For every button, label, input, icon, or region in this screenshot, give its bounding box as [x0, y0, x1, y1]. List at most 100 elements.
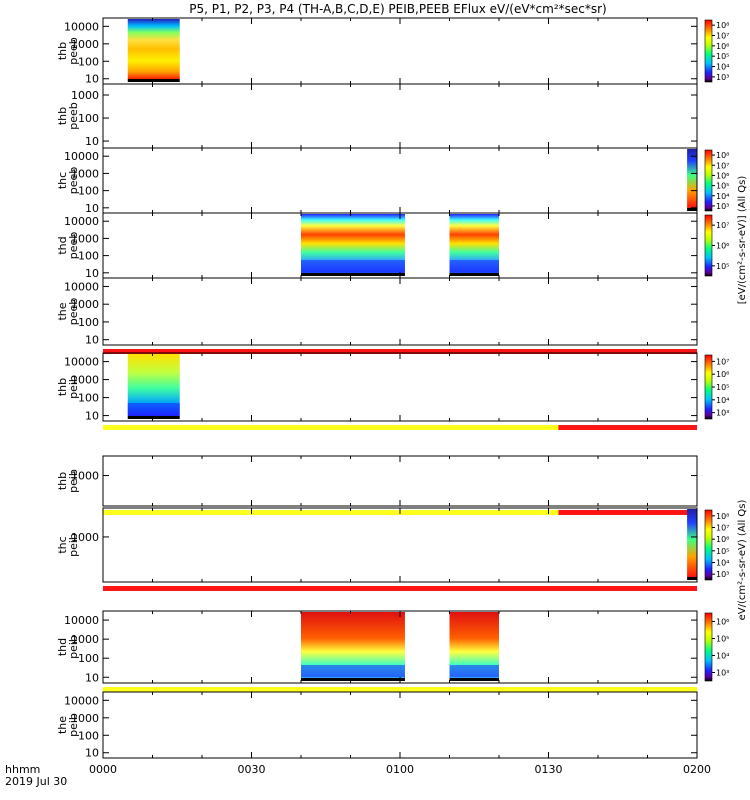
spectrogram-bottom-trace: [449, 273, 499, 276]
y-tick-label: 10000: [64, 215, 99, 228]
colorbar-tick-label: 10⁴: [716, 396, 729, 405]
y-tick-label: 100: [78, 55, 99, 68]
colorbar: [704, 354, 713, 420]
y-tick-label: 10: [85, 671, 99, 684]
y-tick-label: 10: [85, 747, 99, 760]
panel-label-line: thc: [56, 172, 69, 189]
y-tick-label: 10: [85, 334, 99, 347]
panel-label-line: thb: [56, 472, 69, 490]
y-tick-label: 10: [85, 135, 99, 148]
colorbar-tick-label: 10⁸: [716, 151, 729, 160]
spectrogram-bottom-trace: [127, 79, 180, 82]
spectrogram-low-energy-band: [449, 260, 499, 272]
panel-label-line: peeb: [67, 232, 80, 260]
y-tick-label: 1000: [71, 232, 99, 245]
y-tick-label: 100: [78, 392, 99, 405]
colorbar-tick-label: 10³: [716, 570, 729, 579]
spectrogram-low-energy-band: [127, 403, 180, 415]
y-tick-label: 100: [78, 250, 99, 263]
y-tick-label: 10000: [64, 150, 99, 163]
panel-label-line: peib: [67, 635, 80, 659]
y-tick-label: 1000: [71, 374, 99, 387]
y-tick-label: 100: [78, 316, 99, 329]
y-tick-label: 1000: [71, 167, 99, 180]
panel-frame: [102, 691, 698, 759]
y-tick-label: 100: [78, 112, 99, 125]
spectrogram-bottom-trace: [301, 678, 405, 681]
y-tick-label: 100: [78, 185, 99, 198]
colorbar-tick-label: 10⁷: [716, 32, 729, 41]
y-tick-label: 10: [85, 73, 99, 86]
figure-title: P5, P1, P2, P3, P4 (TH-A,B,C,D,E) PEIB,P…: [189, 2, 606, 16]
spectrogram-block: [127, 19, 180, 79]
panel-label-line: the: [56, 716, 69, 734]
y-tick-label: 10000: [64, 280, 99, 293]
panel-frame: [102, 507, 698, 583]
colorbar-tick-label: 10⁴: [716, 559, 729, 568]
colorbar: [704, 509, 713, 581]
panel-frame: [102, 352, 698, 422]
colorbar: [704, 612, 713, 682]
colorbar-tick-label: 10³: [716, 669, 729, 678]
panel-label-line: peeb: [67, 102, 80, 130]
colorbar-tick-label: 10⁶: [716, 242, 729, 251]
x-tick-label: 0000: [89, 763, 117, 776]
y-tick-label: 1000: [71, 712, 99, 725]
colorbar-tick-label: 10⁴: [716, 652, 729, 661]
y-tick-label: 10000: [64, 20, 99, 33]
panel-frame: [102, 83, 698, 149]
panel-label-line: peeb: [67, 37, 80, 65]
colorbar-tick-label: 10⁶: [716, 171, 729, 180]
panel-label-line: thd: [56, 638, 69, 656]
colorbar-tick-label: 10⁶: [716, 535, 729, 544]
panel-frame: [102, 17, 698, 85]
y-tick-label: 10000: [64, 356, 99, 369]
spectrogram-block: [687, 149, 697, 208]
spectrogram-low-energy-band: [301, 260, 405, 272]
panel-label-line: thb: [56, 378, 69, 396]
y-tick-label: 10: [85, 410, 99, 423]
colorbar-tick-label: 10⁷: [716, 221, 729, 230]
y-tick-label: 100: [78, 652, 99, 665]
y-tick-label: 10: [85, 202, 99, 215]
panel-label-line: peib: [67, 469, 80, 493]
panel-frame: [102, 455, 698, 507]
panel-label-line: peib: [67, 713, 80, 737]
colorbar-tick-label: 10⁵: [716, 547, 729, 556]
colorbar-tick-label: 10⁵: [716, 182, 729, 191]
colorbar-tick-label: 10⁴: [716, 63, 729, 72]
spectrogram-low-energy-band: [449, 665, 499, 677]
panel-label-line: thb: [56, 107, 69, 125]
y-tick-label: 10: [85, 267, 99, 280]
colorbar-tick-label: 10⁶: [716, 618, 729, 627]
colorbar: [704, 149, 713, 212]
colorbar-title-peeb-a: [eV/(cm²-s-sr-eV)] (All Qs): [737, 176, 748, 305]
status-bar-segment: [103, 687, 697, 692]
spectrogram-bottom-trace: [127, 416, 180, 419]
spectrogram-block: [687, 509, 697, 577]
colorbar-tick-label: 10⁴: [716, 192, 729, 201]
x-tick-label: 0200: [683, 763, 711, 776]
status-bar-segment: [558, 510, 697, 515]
y-tick-label: 100: [78, 729, 99, 742]
y-tick-label: 10000: [64, 694, 99, 707]
colorbar-title-peib-a: eV/(cm²-s-sr-eV) (All Qs): [737, 500, 748, 621]
colorbar-tick-label: 10⁵: [716, 383, 729, 392]
colorbar: [704, 19, 713, 83]
colorbar-tick-label: 10⁷: [716, 524, 729, 533]
colorbar: [704, 214, 713, 277]
y-tick-label: 1000: [71, 531, 99, 544]
panel-label-line: thb: [56, 42, 69, 60]
spectrogram-bottom-trace: [687, 577, 697, 580]
